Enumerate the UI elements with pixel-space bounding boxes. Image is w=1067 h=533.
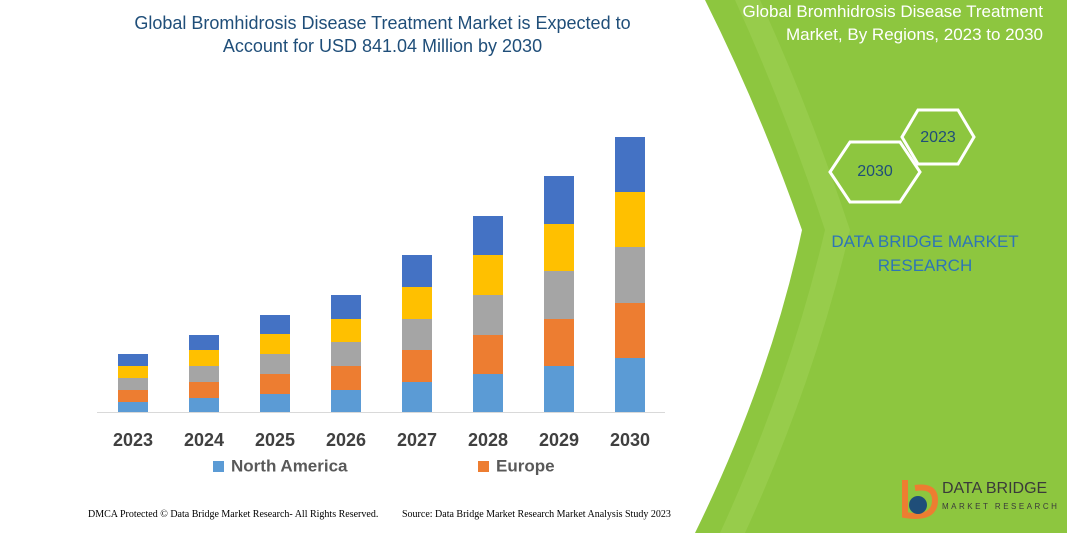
bar-segment — [260, 315, 290, 334]
side-title: Global Bromhidrosis Disease Treatment Ma… — [742, 2, 1043, 44]
bar-segment — [331, 366, 361, 390]
side-panel-stripe — [720, 0, 850, 533]
bar-segment — [615, 137, 645, 192]
bar-segment — [544, 271, 574, 319]
bar-segment — [473, 335, 503, 374]
x-tick-label: 2025 — [255, 430, 295, 450]
bar-segment — [402, 350, 432, 382]
legend-label: North America — [231, 456, 348, 475]
bar-segment — [544, 176, 574, 224]
bar-segment — [544, 366, 574, 412]
bar-segment — [260, 394, 290, 412]
bar-segment — [615, 247, 645, 303]
bar-segment — [615, 358, 645, 412]
chart-title: Global Bromhidrosis Disease Treatment Ma… — [134, 13, 631, 56]
logo-name: DATA BRIDGE — [942, 480, 1047, 497]
x-tick-label: 2027 — [397, 430, 437, 450]
hexagon — [828, 140, 922, 204]
bar-segment — [189, 382, 219, 398]
bar-segment — [189, 398, 219, 412]
bar-segment — [544, 224, 574, 271]
bar-segment — [260, 374, 290, 394]
bar-segment — [260, 334, 290, 354]
bar-segment — [402, 382, 432, 412]
footer-left: DMCA Protected © Data Bridge Market Rese… — [88, 509, 379, 520]
x-tick-label: 2026 — [326, 430, 366, 450]
bar-segment — [331, 390, 361, 412]
bar-segment — [402, 319, 432, 350]
hex-label: 2023 — [920, 129, 956, 146]
bar-segment — [118, 402, 148, 412]
bar-segment — [615, 303, 645, 358]
x-tick-label: 2028 — [468, 430, 508, 450]
x-tick-label: 2024 — [184, 430, 224, 450]
bar-segment — [402, 287, 432, 319]
bar-segment — [331, 319, 361, 342]
logo-mark — [909, 496, 927, 514]
hex-label: 2030 — [857, 163, 893, 180]
logo: DATA BRIDGE MARKET RESEARCH — [902, 480, 1059, 519]
legend-swatch — [478, 461, 489, 472]
bar-segment — [331, 295, 361, 319]
logo-mark — [902, 480, 939, 519]
bar-segment — [189, 350, 219, 366]
bar-segment — [331, 342, 361, 366]
bar-segment — [473, 374, 503, 412]
bar-segment — [402, 255, 432, 287]
x-tick-label: 2023 — [113, 430, 153, 450]
bar-segment — [118, 378, 148, 390]
bar-segment — [544, 319, 574, 366]
brand: DATA BRIDGE MARKET RESEARCH — [831, 232, 1019, 275]
bar-segment — [189, 366, 219, 382]
bar-segment — [473, 295, 503, 335]
x-tick-label: 2029 — [539, 430, 579, 450]
bar-segment — [260, 354, 290, 374]
footer-right: Source: Data Bridge Market Research Mark… — [402, 509, 671, 520]
bar-segment — [473, 216, 503, 255]
bar-segment — [473, 255, 503, 295]
logo-tagline: MARKET RESEARCH — [942, 502, 1059, 511]
bar-segment — [118, 354, 148, 366]
hexagon — [900, 108, 976, 166]
legend-label: Europe — [496, 456, 555, 475]
x-tick-label: 2030 — [610, 430, 650, 450]
bar-segment — [118, 366, 148, 378]
bar-segment — [189, 335, 219, 350]
bar-segment — [615, 192, 645, 247]
bar-segment — [118, 390, 148, 402]
legend-swatch — [213, 461, 224, 472]
